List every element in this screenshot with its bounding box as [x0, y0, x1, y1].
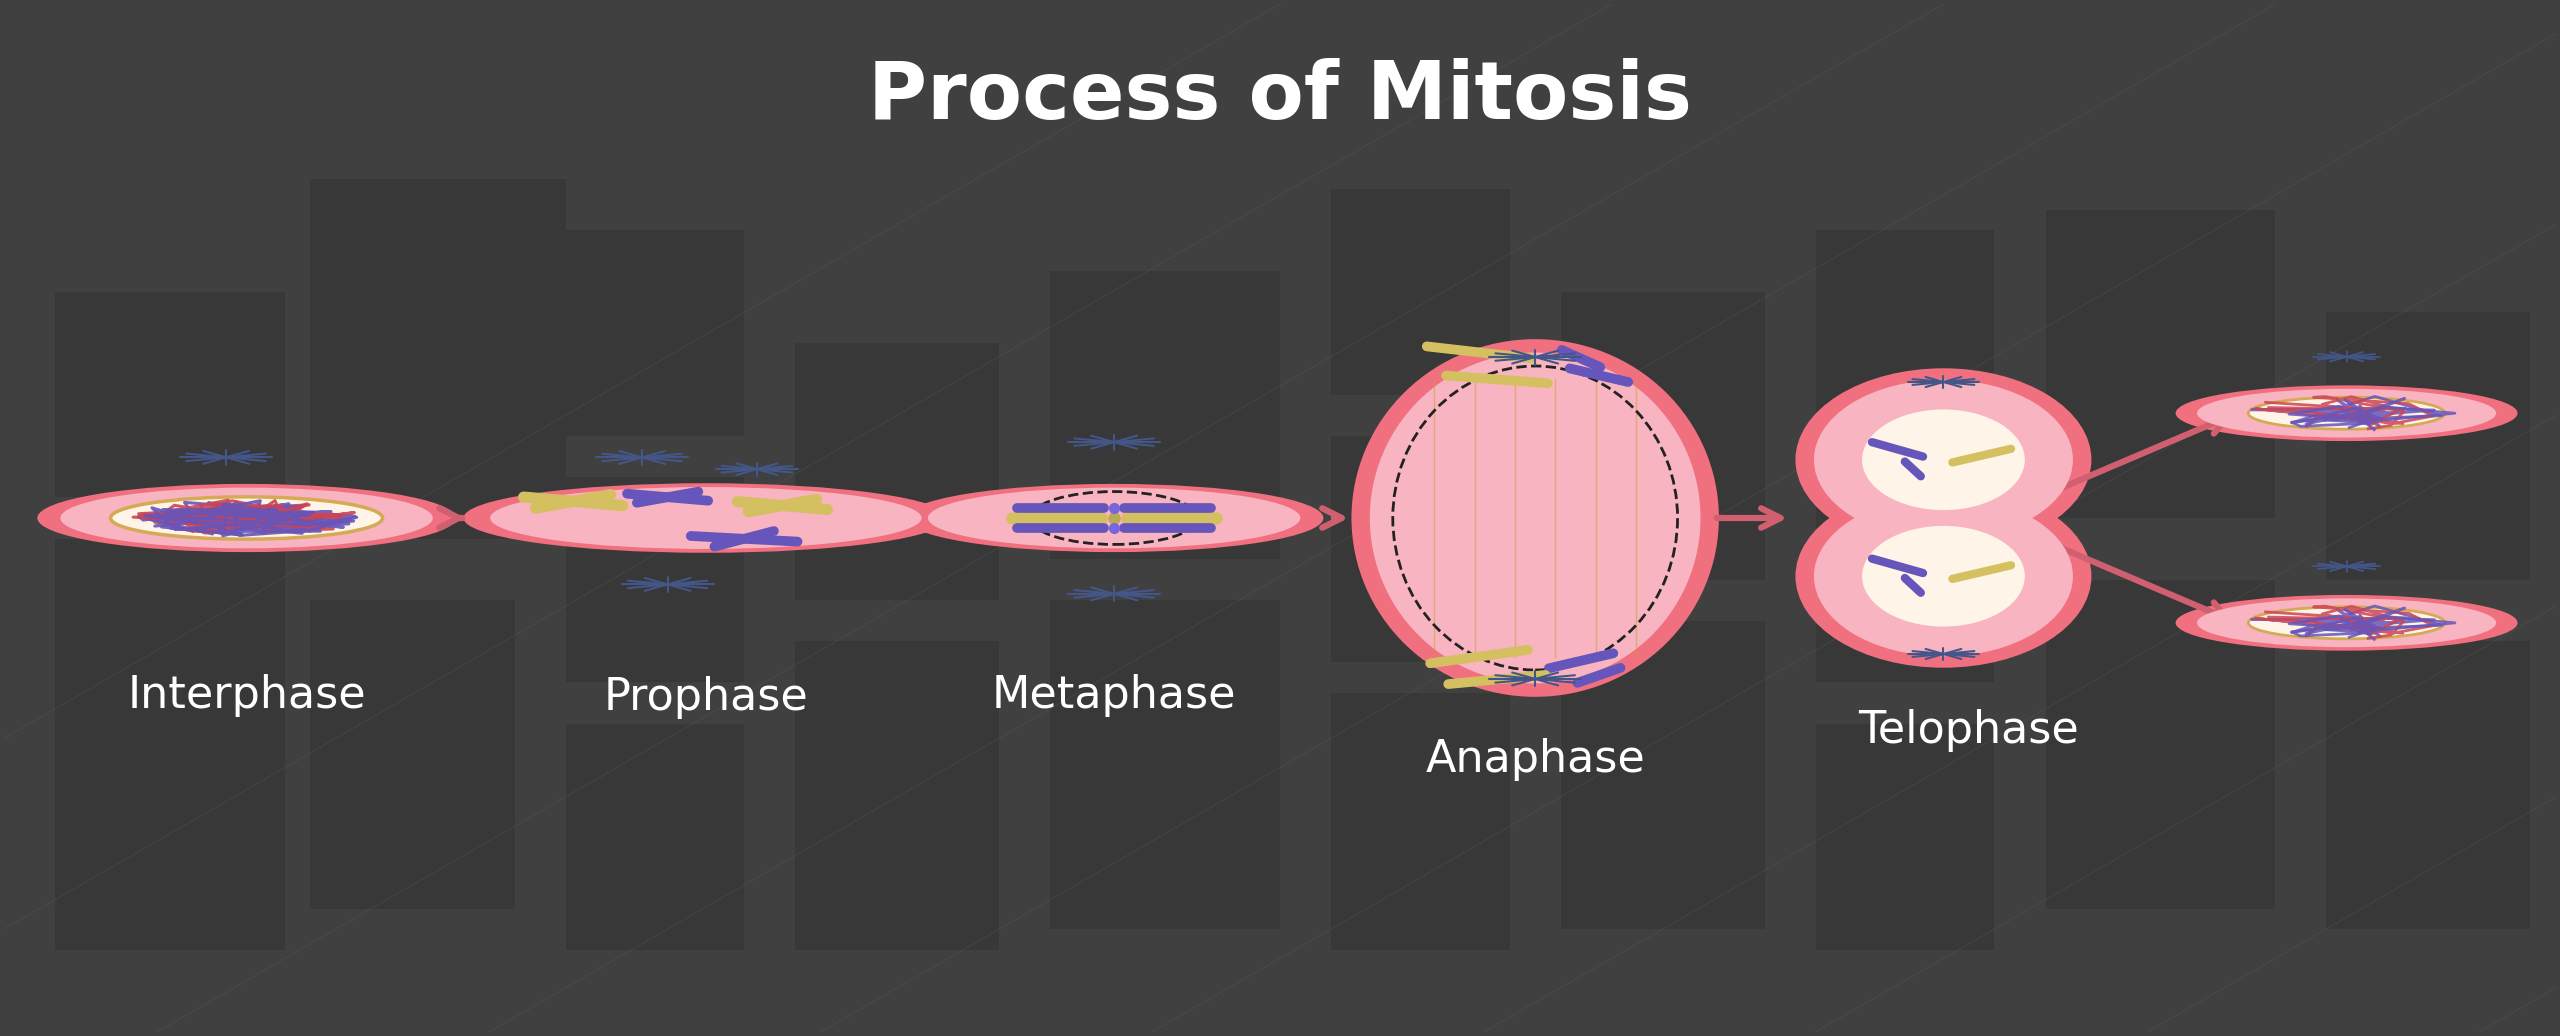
Ellipse shape	[2176, 595, 2516, 651]
Bar	[1815, 723, 1994, 950]
Bar	[1331, 693, 1510, 950]
Ellipse shape	[1853, 510, 2033, 526]
Ellipse shape	[2248, 397, 2445, 429]
Bar	[1050, 271, 1280, 559]
Ellipse shape	[1815, 380, 2074, 540]
Bar	[796, 343, 998, 600]
Bar	[310, 179, 566, 539]
Ellipse shape	[61, 488, 433, 548]
Text: Process of Mitosis: Process of Mitosis	[868, 58, 1692, 136]
Text: Interphase: Interphase	[128, 674, 366, 717]
Ellipse shape	[904, 484, 1324, 552]
Ellipse shape	[512, 490, 899, 546]
Bar	[1331, 436, 1510, 662]
Ellipse shape	[38, 484, 456, 552]
Ellipse shape	[1861, 526, 2025, 627]
Bar	[2327, 313, 2529, 580]
Bar	[566, 477, 745, 683]
Bar	[2045, 209, 2276, 518]
Ellipse shape	[1370, 352, 1700, 684]
Bar	[1815, 477, 1994, 683]
Bar	[56, 292, 284, 497]
Bar	[2327, 641, 2529, 929]
Ellipse shape	[1795, 485, 2092, 668]
Ellipse shape	[2196, 599, 2496, 648]
Ellipse shape	[1352, 339, 1718, 697]
Ellipse shape	[2248, 607, 2445, 639]
Text: Metaphase: Metaphase	[991, 674, 1236, 717]
Bar	[1331, 190, 1510, 395]
Text: Telophase: Telophase	[1859, 709, 2079, 752]
Ellipse shape	[950, 491, 1277, 545]
Ellipse shape	[1861, 409, 2025, 510]
Ellipse shape	[1795, 368, 2092, 551]
Text: Anaphase: Anaphase	[1426, 738, 1646, 781]
Ellipse shape	[2196, 388, 2496, 437]
Bar	[1562, 292, 1764, 580]
Ellipse shape	[2176, 385, 2516, 441]
Bar	[796, 641, 998, 950]
Ellipse shape	[927, 488, 1300, 548]
Ellipse shape	[463, 483, 947, 553]
Bar	[1562, 621, 1764, 929]
Bar	[1050, 600, 1280, 929]
Ellipse shape	[110, 497, 381, 539]
Ellipse shape	[1833, 503, 2056, 533]
Ellipse shape	[489, 487, 922, 549]
Bar	[56, 539, 284, 950]
Ellipse shape	[1815, 496, 2074, 656]
Bar	[310, 600, 515, 909]
Bar	[1815, 230, 1994, 436]
Bar	[566, 723, 745, 950]
Text: Prophase: Prophase	[604, 675, 809, 719]
Bar	[566, 230, 745, 436]
Bar	[2045, 580, 2276, 909]
